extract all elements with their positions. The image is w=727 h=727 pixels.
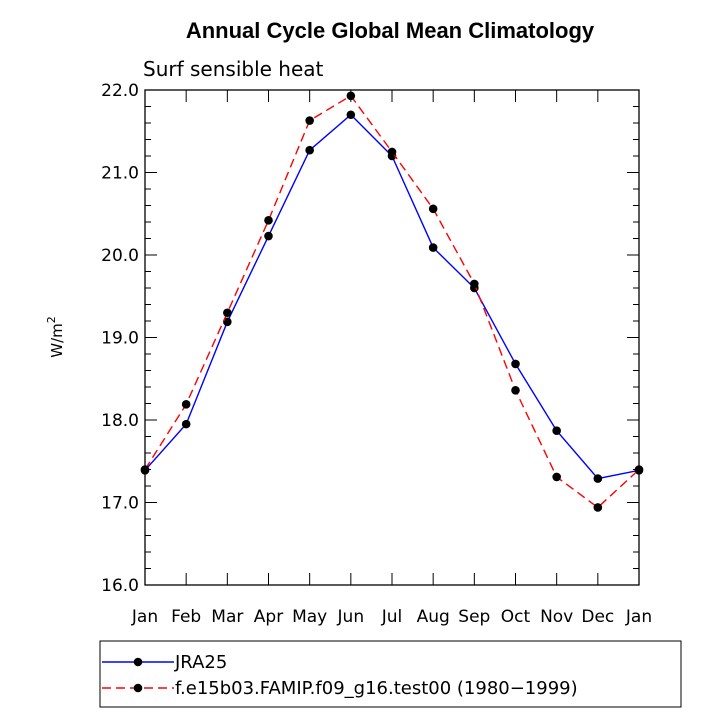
plot-frame (144, 89, 640, 586)
x-tick-label: Sep (458, 607, 490, 627)
data-point (305, 145, 314, 155)
x-tick-label: Jun (337, 607, 365, 627)
data-point (223, 317, 232, 327)
legend-marker (133, 683, 143, 693)
data-point (428, 204, 438, 214)
legend-label: f.e15b03.FAMIP.f09_g16.test00 (1980−1999… (175, 678, 578, 699)
data-point (264, 216, 273, 225)
y-tick-label: 19.0 (101, 329, 139, 349)
data-point (634, 465, 644, 474)
data-point (428, 243, 438, 252)
data-point (387, 147, 397, 157)
legend-box (99, 640, 682, 708)
data-point (140, 465, 150, 474)
data-point (346, 91, 356, 101)
data-point (552, 472, 561, 482)
data-point (552, 426, 561, 436)
x-tick-label: May (292, 607, 327, 627)
data-point (511, 386, 520, 395)
data-point (593, 503, 603, 512)
legend-label: JRA25 (174, 652, 227, 673)
y-tick-label: 16.0 (101, 576, 139, 596)
data-point (470, 279, 479, 289)
x-tick-label: Oct (501, 607, 531, 627)
x-tick-label: Jan (625, 607, 652, 627)
legend-marker (133, 657, 143, 667)
x-tick-label: Nov (540, 607, 573, 627)
y-tick-label: 18.0 (101, 411, 139, 431)
data-point (511, 359, 520, 369)
x-tick-label: Jan (131, 607, 158, 627)
data-point (181, 419, 191, 429)
y-axis-label-unit: W/m (48, 323, 66, 358)
x-tick-label: Dec (581, 607, 614, 627)
x-tick-label: Feb (171, 607, 201, 627)
x-tick-label: Aug (417, 607, 450, 627)
series-layer (140, 91, 644, 512)
chart-title: Annual Cycle Global Mean Climatology (186, 18, 595, 43)
y-axis-label-superscript: 2 (45, 316, 58, 323)
y-axis-label: W/m2 (45, 316, 66, 358)
y-tick-label: 22.0 (101, 81, 139, 101)
data-point (181, 400, 191, 409)
x-tick-label: Mar (211, 607, 243, 627)
data-point (305, 116, 314, 125)
data-point (346, 110, 356, 120)
legend: JRA25 f.e15b03.FAMIP.f09_g16.test00 (1980… (99, 640, 682, 708)
y-tick-label: 20.0 (101, 246, 139, 266)
series-2 (140, 91, 644, 512)
series-1 (140, 110, 644, 483)
axes: 16.0 17.0 18.0 19.0 20.0 21.0 22.0 Jan Feb Mar Apr… (45, 81, 652, 627)
data-point (593, 474, 603, 483)
x-tick-label: Apr (254, 607, 283, 627)
chart-subtitle: Surf sensible heat (143, 57, 324, 81)
y-tick-label: 17.0 (101, 494, 139, 514)
series-line (144, 113, 640, 480)
data-point (264, 231, 273, 241)
x-tick-label: Jul (381, 607, 403, 627)
data-point (223, 308, 232, 318)
y-tick-label: 21.0 (101, 164, 139, 184)
